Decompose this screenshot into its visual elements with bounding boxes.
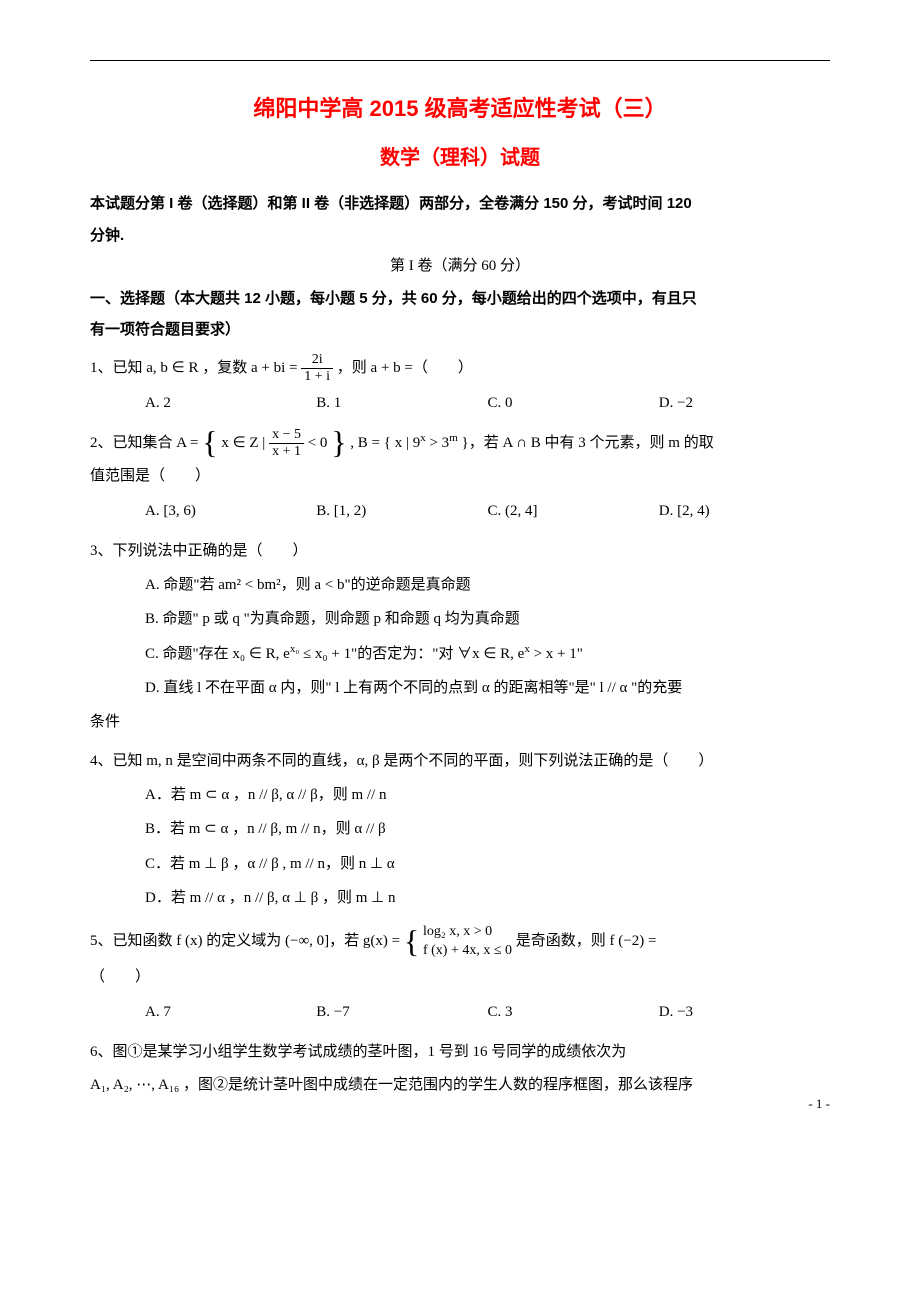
- q2-opt-b: B. [1, 2): [316, 493, 487, 529]
- exam-page: 绵阳中学高 2015 级高考适应性考试（三） 数学（理科）试题 本试题分第 I …: [0, 0, 920, 1132]
- q5-stem: 5、已知函数 f (x) 的定义域为 (−∞, 0]，若 g(x) = { lo…: [90, 922, 830, 961]
- q1-opt-d: D. −2: [659, 385, 830, 421]
- question-6: 6、图①是某学习小组学生数学考试成绩的茎叶图，1 号到 16 号同学的成绩依次为…: [90, 1036, 830, 1102]
- q5-opt-d: D. −3: [659, 994, 830, 1030]
- q2-set-d: > 3: [429, 435, 449, 451]
- q1-opt-b: B. 1: [316, 385, 487, 421]
- question-2: 2、已知集合 A = { x ∈ Z | x − 5 x + 1 < 0 } ,…: [90, 427, 830, 529]
- question-1: 1、已知 a, b ∈ R ，复数 a + bi = 2i 1 + i ，则 a…: [90, 352, 830, 421]
- q4-stem: 4、已知 m, n 是空间中两条不同的直线，α, β 是两个不同的平面，则下列说…: [90, 745, 830, 778]
- q1-stem: 1、已知 a, b ∈ R ，复数 a + bi = 2i 1 + i ，则 a…: [90, 352, 830, 385]
- q2-set-e: }，若 A ∩ B 中有 3 个元素，则 m 的取: [462, 435, 714, 451]
- q2-brace-close: }: [331, 430, 346, 456]
- q2-set-a: x ∈ Z |: [221, 435, 269, 451]
- q1-stem-a: 1、已知 a, b ∈ R ，复数 a + bi =: [90, 360, 301, 376]
- q6-line1: 6、图①是某学习小组学生数学考试成绩的茎叶图，1 号到 16 号同学的成绩依次为: [90, 1036, 830, 1069]
- q3-c-c: > x + 1": [534, 646, 583, 662]
- q2-frac-num: x − 5: [269, 427, 304, 444]
- q1-frac-den: 1 + i: [301, 369, 333, 385]
- q2-stem: 2、已知集合 A = { x ∈ Z | x − 5 x + 1 < 0 } ,…: [90, 427, 830, 460]
- q2-options: A. [3, 6) B. [1, 2) C. (2, 4] D. [2, 4): [90, 493, 830, 529]
- q3-c-sup1: x₀: [290, 643, 299, 655]
- q3-opt-c: C. 命题"存在 x₀ ∈ R, ex₀ ≤ x₀ + 1"的否定为："对 ∀x…: [90, 637, 830, 672]
- intro-line2: 分钟.: [90, 220, 830, 252]
- instruction-line2: 有一项符合题目要求）: [90, 314, 830, 346]
- q3-opt-d1: D. 直线 l 不在平面 α 内，则" l 上有两个不同的点到 α 的距离相等"…: [90, 671, 830, 706]
- q3-opt-a: A. 命题"若 am² < bm²，则 a < b"的逆命题是真命题: [90, 568, 830, 603]
- q4-opt-c: C．若 m ⊥ β ，α // β , m // n，则 n ⊥ α: [90, 847, 830, 882]
- q2-stem-a: 2、已知集合 A =: [90, 435, 202, 451]
- horizontal-rule: [90, 60, 830, 61]
- q5-opt-b: B. −7: [316, 994, 487, 1030]
- q2-set-b: < 0: [308, 435, 331, 451]
- title-main: 绵阳中学高 2015 级高考适应性考试（三）: [90, 91, 830, 123]
- q1-fraction: 2i 1 + i: [301, 352, 333, 385]
- q3-c-sup2: x: [524, 643, 530, 655]
- q1-stem-b: ，则 a + b =（ ）: [337, 360, 473, 376]
- q4-opt-a: A．若 m ⊂ α ，n // β, α // β，则 m // n: [90, 778, 830, 813]
- intro-line1: 本试题分第 I 卷（选择题）和第 II 卷（非选择题）两部分，全卷满分 150 …: [90, 188, 830, 220]
- q5-opt-a: A. 7: [145, 994, 316, 1030]
- q5-piece2: f (x) + 4x, x ≤ 0: [423, 941, 512, 961]
- q4-opt-b: B．若 m ⊂ α ，n // β, m // n，则 α // β: [90, 812, 830, 847]
- q3-opt-d2: 条件: [90, 706, 830, 739]
- question-4: 4、已知 m, n 是空间中两条不同的直线，α, β 是两个不同的平面，则下列说…: [90, 745, 830, 916]
- q2-frac-den: x + 1: [269, 444, 304, 460]
- q2-opt-c: C. (2, 4]: [488, 493, 659, 529]
- q3-opt-b: B. 命题" p 或 q "为真命题，则命题 p 和命题 q 均为真命题: [90, 602, 830, 637]
- q1-frac-num: 2i: [301, 352, 333, 369]
- q1-opt-a: A. 2: [145, 385, 316, 421]
- q5-piece1: log₂ x, x > 0: [423, 922, 512, 942]
- q1-options: A. 2 B. 1 C. 0 D. −2: [90, 385, 830, 421]
- q3-stem: 3、下列说法中正确的是（ ）: [90, 535, 830, 568]
- q4-opt-d: D．若 m // α ，n // β, α ⊥ β ，则 m ⊥ n: [90, 881, 830, 916]
- page-number: - 1 -: [808, 1096, 830, 1112]
- q1-opt-c: C. 0: [488, 385, 659, 421]
- question-3: 3、下列说法中正确的是（ ） A. 命题"若 am² < bm²，则 a < b…: [90, 535, 830, 739]
- q2-line2: 值范围是（ ）: [90, 460, 830, 493]
- section-header: 第 I 卷（满分 60 分）: [90, 251, 830, 283]
- q2-sup-m: m: [449, 432, 458, 444]
- q5-opt-c: C. 3: [488, 994, 659, 1030]
- instruction-line1: 一、选择题（本大题共 12 小题，每小题 5 分，共 60 分，每小题给出的四个…: [90, 283, 830, 315]
- q5-piecewise: log₂ x, x > 0 f (x) + 4x, x ≤ 0: [423, 922, 512, 961]
- q2-brace-open: {: [202, 430, 217, 456]
- q3-c-b: ≤ x₀ + 1"的否定为："对 ∀x ∈ R, e: [303, 646, 524, 662]
- title-sub: 数学（理科）试题: [90, 141, 830, 170]
- q5-stem-a: 5、已知函数 f (x) 的定义域为 (−∞, 0]，若 g(x) =: [90, 933, 404, 949]
- question-5: 5、已知函数 f (x) 的定义域为 (−∞, 0]，若 g(x) = { lo…: [90, 922, 830, 1030]
- q3-c-a: C. 命题"存在 x₀ ∈ R, e: [145, 646, 290, 662]
- q2-fraction: x − 5 x + 1: [269, 427, 304, 460]
- q6-line2: A₁, A₂, ⋯, A₁₆ ，图②是统计茎叶图中成绩在一定范围内的学生人数的程…: [90, 1069, 830, 1102]
- q2-set-c: , B = { x | 9: [350, 435, 420, 451]
- q2-sup-x: x: [420, 432, 426, 444]
- q2-opt-a: A. [3, 6): [145, 493, 316, 529]
- q5-line2: （ ）: [90, 961, 830, 994]
- intro-block: 本试题分第 I 卷（选择题）和第 II 卷（非选择题）两部分，全卷满分 150 …: [90, 188, 830, 346]
- q5-options: A. 7 B. −7 C. 3 D. −3: [90, 994, 830, 1030]
- q5-stem-b: 是奇函数，则 f (−2) =: [516, 933, 657, 949]
- q2-opt-d: D. [2, 4): [659, 493, 830, 529]
- q5-brace: {: [404, 929, 419, 955]
